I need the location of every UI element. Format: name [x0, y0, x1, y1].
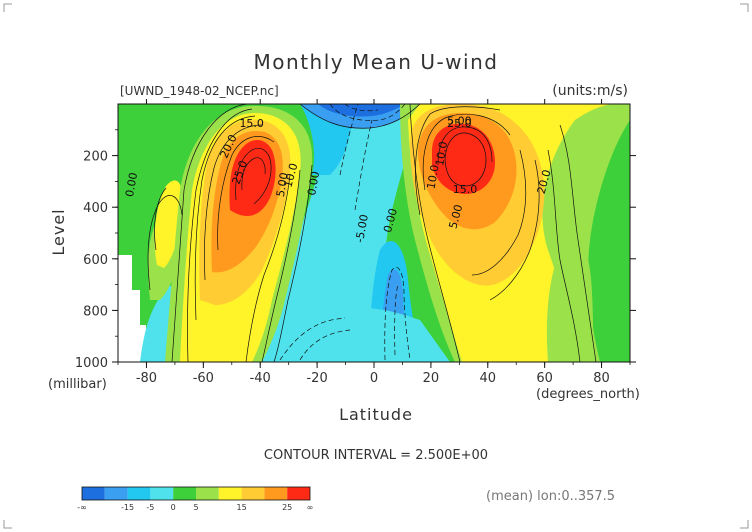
colorbar-tick-label: 0: [171, 503, 176, 512]
x-axis: -80 -60 -40 -20 0 20 40 60 80: [117, 99, 631, 386]
contour-label: 5.00: [447, 115, 472, 128]
colorbar-tick-label: 15: [237, 503, 247, 512]
colorbar-swatch: [82, 487, 105, 500]
contour-label: 0.00: [305, 170, 322, 196]
colorbar-swatch: [127, 487, 151, 500]
dataset-label: [UWND_1948-02_NCEP.nc]: [120, 84, 279, 98]
contour-label: 15.0: [239, 117, 264, 130]
y-tick-label: 800: [83, 304, 108, 319]
colorbar-swatch: [287, 487, 310, 500]
x-tick-label: 60: [536, 371, 553, 386]
x-axis-unit: (degrees_north): [536, 387, 640, 402]
colorbar-swatch: [173, 487, 196, 500]
x-tick-label: -80: [136, 371, 157, 386]
colorbar-swatch: [218, 487, 242, 500]
colorbar-swatch: [104, 487, 128, 500]
contour-label: 15.0: [453, 183, 478, 196]
colorbar-swatch: [150, 487, 174, 500]
y-axis-label: Level: [49, 208, 68, 255]
footnote: (mean) lon:0..357.5: [486, 489, 615, 504]
x-tick-label: -60: [193, 371, 214, 386]
colorbar-tick-label: 5: [193, 503, 198, 512]
contour-label: 25.0: [447, 117, 472, 130]
contour-interval: CONTOUR INTERVAL = 2.500E+00: [264, 448, 488, 463]
colorbar-tick-label: ∞: [307, 503, 314, 512]
contour-label: 5.00: [274, 171, 291, 197]
colorbar-frame: [81, 486, 311, 501]
x-tick-label: 80: [593, 371, 610, 386]
y-tick-label: 1000: [75, 356, 108, 371]
contour-label: 10.0: [433, 141, 450, 167]
crop-marks: [3, 3, 749, 529]
contour-field: [118, 104, 630, 362]
colorbar-swatch: [196, 487, 219, 500]
x-tick-label: -20: [306, 371, 327, 386]
x-axis-label: Latitude: [339, 405, 413, 424]
units-label: (units:m/s): [552, 83, 628, 99]
chart-title: Monthly Mean U-wind: [254, 50, 499, 74]
y-axis-unit: (millibar): [48, 377, 107, 392]
colorbar-tick-label: -5: [146, 503, 154, 512]
y-axis: 200 400 600 800 1000: [75, 129, 636, 371]
colorbar-swatch: [264, 487, 288, 500]
y-tick-label: 600: [83, 253, 108, 268]
negative-contours: [279, 104, 411, 361]
x-tick-label: 20: [423, 371, 440, 386]
colorbar-tick-label: -15: [121, 503, 134, 512]
contour-labels: 15.020.025.0 10.05.00 0.00-5.00 0.005.0010.…: [123, 115, 553, 244]
contour-label: 0.00: [381, 207, 400, 234]
y-tick-label: 200: [83, 150, 108, 165]
contour-label: 5.00: [447, 203, 466, 230]
colorbar: -∞ -15 -5 0 5 15 25 ∞: [77, 486, 314, 512]
x-tick-label: 40: [480, 371, 497, 386]
contour-label: -5.00: [353, 213, 371, 243]
contour-label: 0.00: [123, 171, 140, 197]
colorbar-tick-label: 25: [282, 503, 292, 512]
x-tick-label: -40: [250, 371, 271, 386]
colorbar-swatch: [241, 487, 265, 500]
contour-label: 10.0: [425, 164, 442, 190]
x-tick-label: 0: [370, 371, 378, 386]
colorbar-tick-label: -∞: [77, 503, 87, 512]
contour-lines: [147, 104, 597, 362]
contour-label: 10.0: [282, 162, 301, 189]
contour-label: 20.0: [535, 168, 554, 195]
y-tick-label: 400: [83, 201, 108, 216]
